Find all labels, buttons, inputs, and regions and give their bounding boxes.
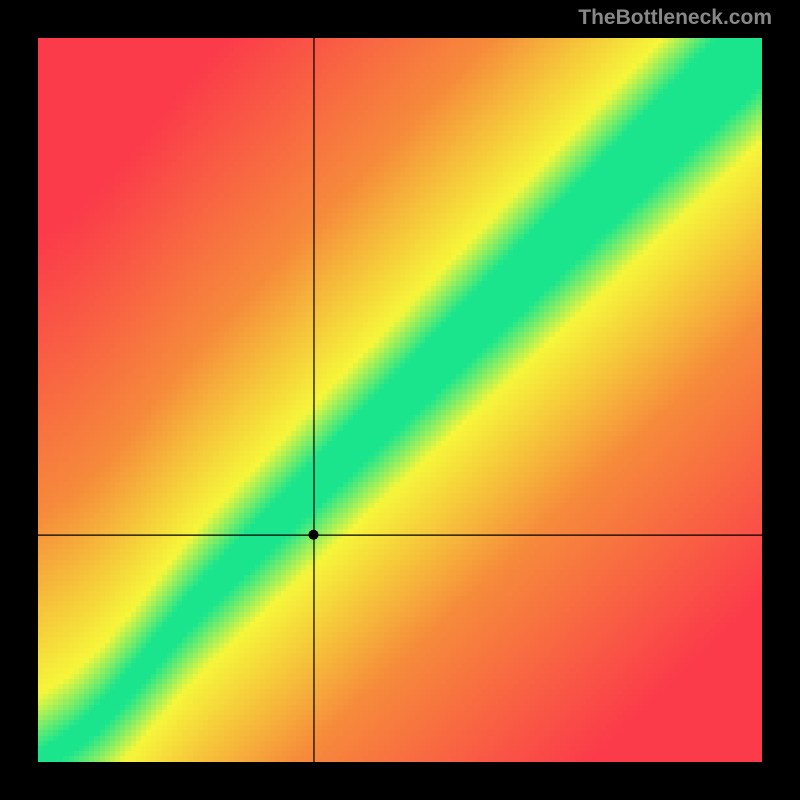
heatmap-canvas bbox=[38, 38, 762, 762]
heatmap-plot bbox=[38, 38, 762, 762]
watermark-text: TheBottleneck.com bbox=[578, 6, 772, 30]
